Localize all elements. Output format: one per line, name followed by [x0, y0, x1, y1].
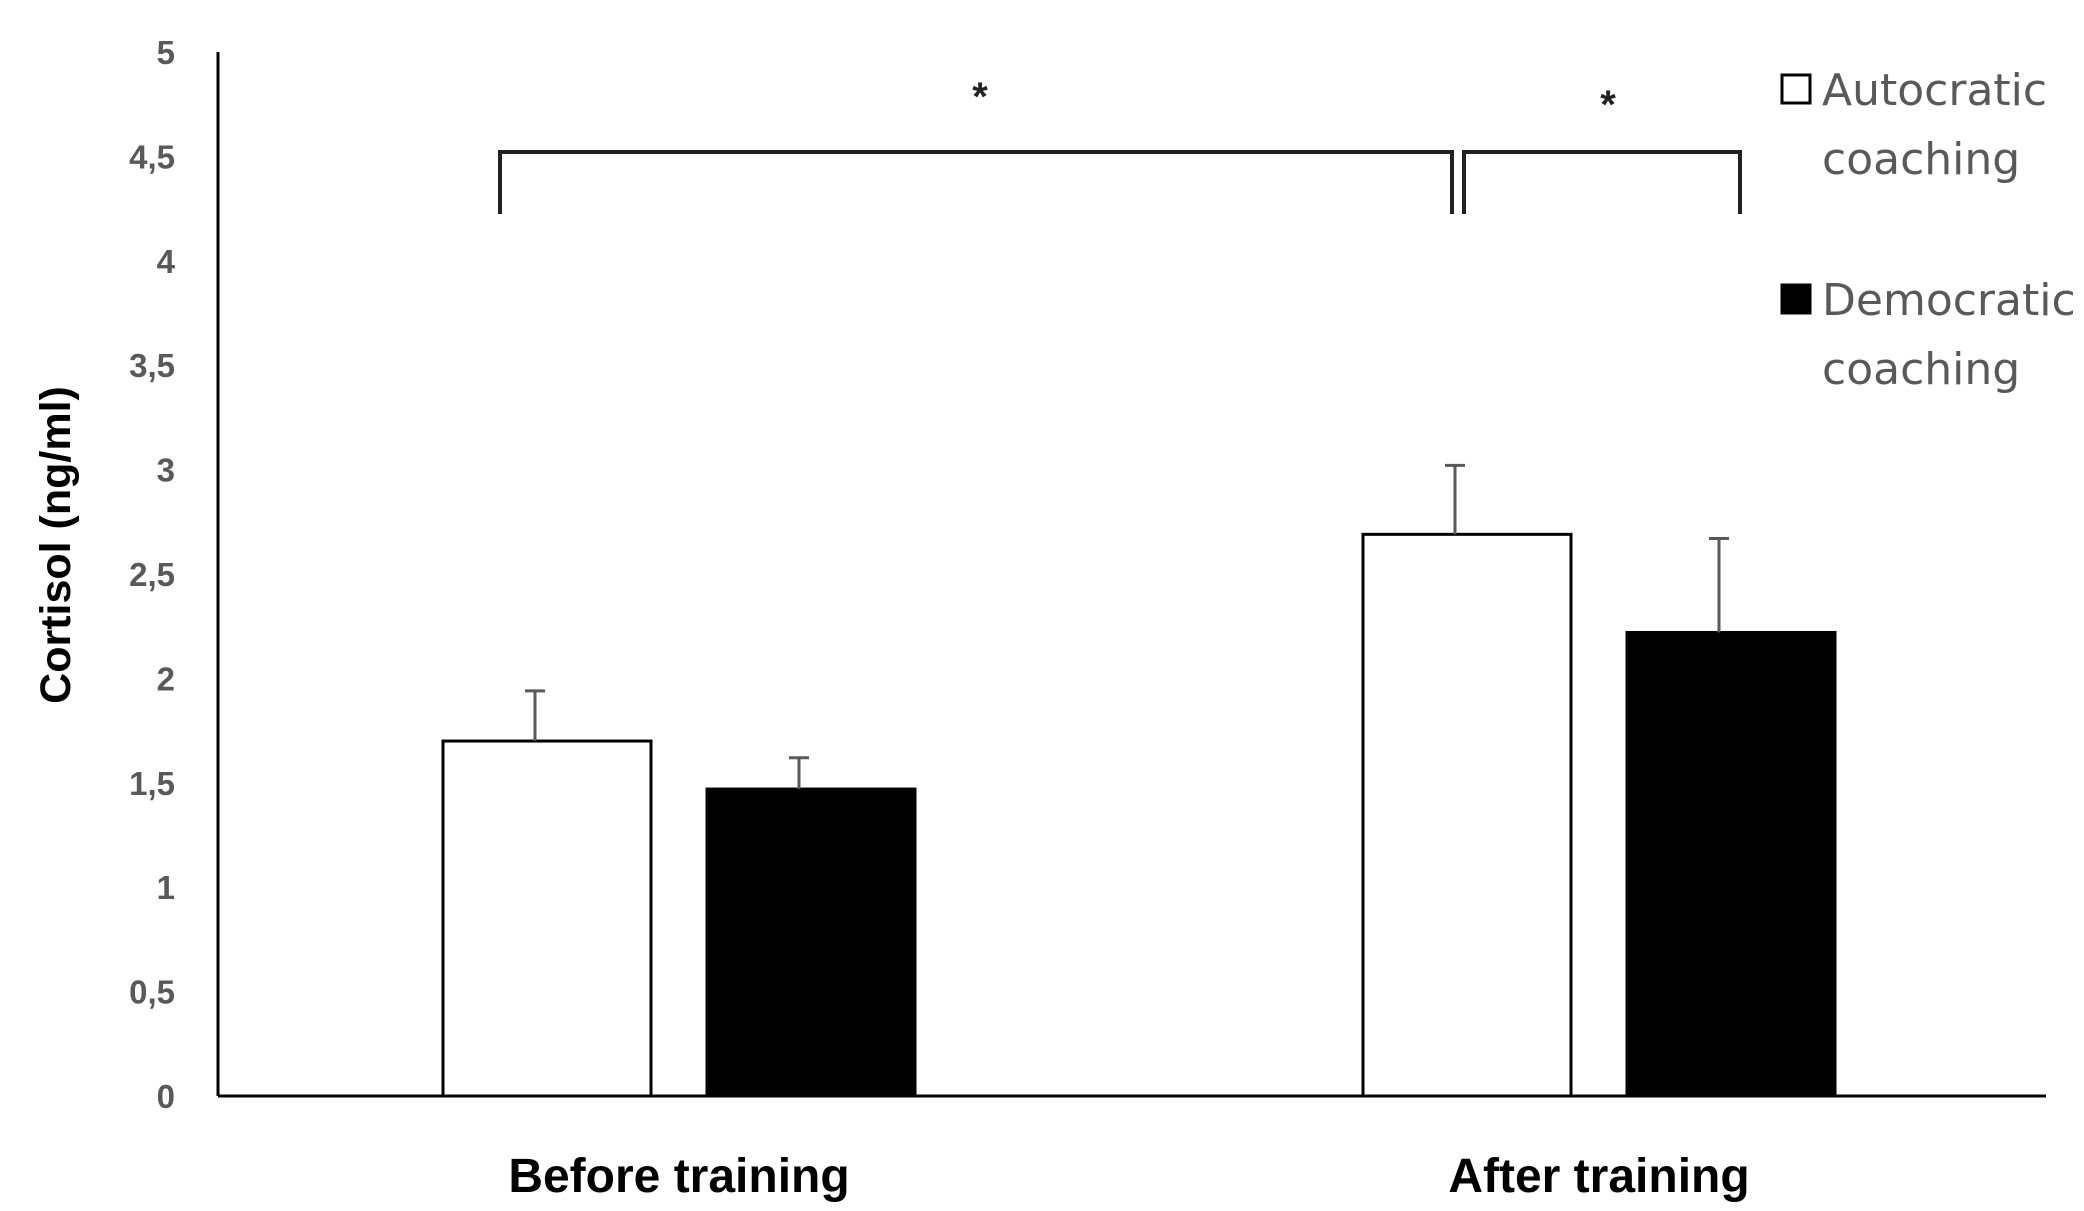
significance-annotations: * *	[498, 75, 1742, 214]
significance-bracket	[498, 150, 1454, 214]
chart-bars	[441, 463, 1837, 1098]
bar	[1625, 630, 1837, 1098]
x-category-label: After training	[1448, 1150, 1749, 1203]
y-tick-label: 2	[157, 660, 175, 697]
legend-label: Democratic	[1822, 275, 2076, 326]
legend-label: coaching	[1822, 344, 2020, 395]
legend-swatch	[1780, 73, 1812, 105]
y-tick-label: 3,5	[129, 347, 175, 384]
bar	[705, 787, 917, 1098]
legend-label: coaching	[1822, 134, 2020, 185]
y-tick-label: 1	[157, 869, 175, 906]
y-tick-label: 0	[157, 1078, 175, 1115]
y-tick-label: 5	[157, 34, 175, 71]
significance-star: *	[972, 75, 988, 119]
y-tick-label: 0,5	[129, 974, 175, 1011]
significance-bracket	[1462, 150, 1742, 214]
x-category-label: Before training	[508, 1150, 849, 1203]
significance-star: *	[1600, 83, 1616, 127]
legend-label: Autocratic	[1822, 65, 2047, 116]
y-tick-label: 1,5	[129, 765, 175, 802]
bar	[1361, 532, 1573, 1098]
chart-axes: 0 0,5 1 1,5 2 2,5 3 3,5 4 4,5 5 Before training Afte…	[129, 34, 2046, 1203]
y-axis-label: Cortisol (ng/ml)	[32, 386, 80, 704]
y-tick-label: 4,5	[129, 138, 175, 175]
y-tick-label: 2,5	[129, 556, 175, 593]
y-tick-label: 4	[157, 243, 176, 280]
bar	[441, 739, 653, 1098]
y-tick-label: 3	[157, 452, 175, 489]
legend-swatch	[1780, 283, 1812, 315]
chart-legend: Autocratic coaching Democratic coaching	[1780, 65, 2076, 395]
